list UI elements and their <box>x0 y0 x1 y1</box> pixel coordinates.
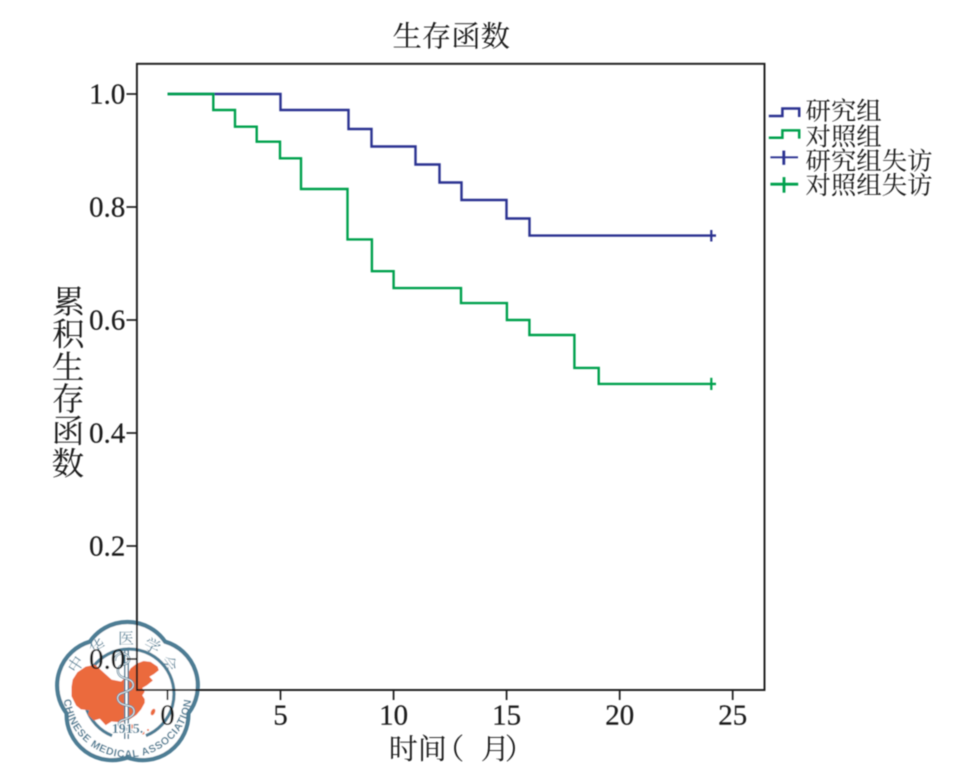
svg-text:1915.: 1915. <box>112 722 144 737</box>
